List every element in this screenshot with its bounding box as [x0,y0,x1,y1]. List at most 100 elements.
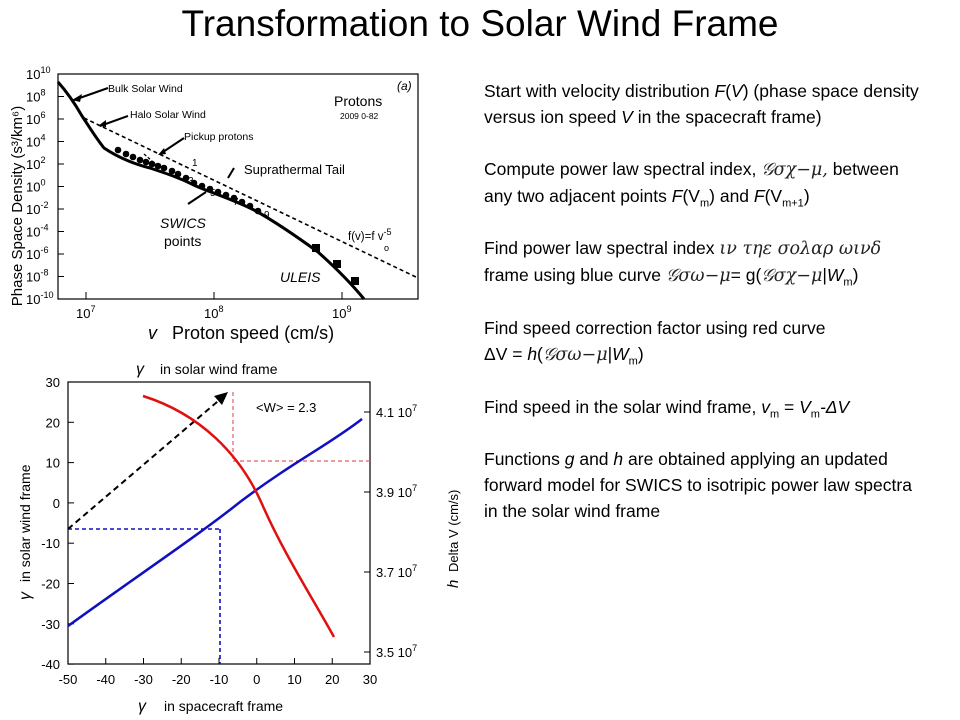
close-paren: ) [803,186,810,206]
top-y-tick-label-exp: 6 [40,110,45,120]
h-symbol: h [613,449,624,469]
bottom-plot-left-label: in solar wind frame [17,464,33,582]
equals: = [779,397,800,417]
top-x-tick-label-exp: 9 [346,304,351,314]
point-number: 5 [210,188,216,199]
step-speed: Find speed in the solar wind frame, v m =… [484,394,930,420]
top-y-tick-label-exp: -8 [40,268,48,278]
paren: ( [725,81,732,101]
top-y-tick-label-exp: 8 [40,88,45,98]
bar: | [822,265,827,285]
right-tick-label-base: 3.7 10 [376,565,412,580]
bottom-tick-label: 10 [287,672,301,687]
step-start: Start with velocity distribution F(V) (p… [484,78,930,130]
sub-m: m [628,355,638,368]
sub-m: m [699,197,710,210]
legend-sub: 2009 0-82 [340,111,379,121]
F-symbol-2: F [753,186,765,206]
label-bulk-solar-wind: Bulk Solar Wind [108,83,183,95]
point-number: 7 [233,197,239,208]
bottom-tick-label: -50 [59,672,78,687]
gamma-sw-symbol: 𝒢σω−μ [665,266,731,286]
sub-m: m [810,408,820,421]
right-tick-label-exp: 7 [412,643,417,653]
power-law-text: f(v)=f v [348,231,384,243]
top-y-tick-label-base: 10 [26,292,40,307]
top-y-tick-label-base: 10 [26,180,40,195]
point-numbers: 1 3 5 7 9 [188,158,270,221]
top-y-tick-label-exp: 10 [40,65,50,75]
bottom-tick-label: -20 [172,672,191,687]
top-y-tick-label-exp: 0 [40,178,45,188]
label-swics-2: points [164,233,201,249]
top-x-tick-label-base: 10 [204,306,218,321]
top-plot-ylabel: Phase Space Density (s³/km⁶) [9,106,26,306]
power-law-exp: -5 [383,227,391,237]
power-law-sub: o [384,243,389,253]
sub-m-plus-1: m+1 [782,197,804,210]
close-paren: ) [637,344,644,364]
top-y-tick-label-base: 10 [26,270,40,285]
top-y-tick-label: 1010 [26,65,51,82]
top-y-tick-label: 108 [26,88,46,105]
step-compute-text-2: between any two adjacent points [484,159,899,206]
gamma-sc-symbol-2: 𝒢σχ−μ [761,266,823,286]
top-y-tick-label-exp: -6 [40,245,48,255]
top-x-tick-label-base: 10 [332,306,346,321]
right-tick-label-exp: 7 [412,563,417,573]
step-start-text: Start with velocity distribution [484,81,715,101]
bottom-tick-label: 20 [325,672,339,687]
V-symbol-2: V [621,107,633,127]
step-correction-text: Find speed correction factor using red c… [484,318,826,338]
swics-points [114,146,262,215]
red-curve [142,394,336,638]
open-paren: ( [537,344,543,364]
equals-g: = g( [730,265,762,285]
step-speed-text: Find speed in the solar wind frame, [484,397,762,417]
bar: | [607,344,613,364]
top-y-tick-label-base: 10 [26,135,40,150]
top-plot-x-ticks: 107 108 109 [76,292,352,321]
left-tick-label: 0 [53,496,60,511]
bottom-tick-label: 0 [253,672,260,687]
right-tick-label-exp: 7 [412,483,417,493]
bottom-plot-top-gamma: γ [136,361,145,378]
left-tick-label: -30 [41,617,60,632]
minus-delta-v: -ΔV [819,397,850,417]
bottom-plot-bottom-gamma: γ [138,698,147,715]
top-y-tick-label-exp: 2 [40,155,45,165]
top-x-tick-label-exp: 8 [218,304,223,314]
step-find-text-2: frame using blue curve [484,265,666,285]
top-y-tick-label: 10-10 [26,290,54,307]
top-y-tick-label-exp: -2 [40,200,48,210]
left-tick-label: 20 [46,415,60,430]
gamma-sw-symbol-2: 𝒢σω−μ [542,345,608,365]
bottom-plot-bottom-label: in spacecraft frame [164,698,283,714]
point-number: 3 [188,176,194,187]
top-x-tick-label: 109 [332,304,352,321]
right-tick-label-base: 4.1 10 [376,405,412,420]
top-y-tick-label-base: 10 [26,90,40,105]
label-halo-solar-wind: Halo Solar Wind [130,109,206,121]
step-compute-text: Compute power law spectral index, [484,159,762,179]
bottom-plot-right-h: h [445,580,462,588]
slide-title: Transformation to Solar Wind Frame [181,3,779,44]
bottom-plot-left-ticks: 30 20 10 0 -10 -20 -30 -40 [41,375,74,672]
v-symbol: v [761,397,770,417]
label-power-law: f(v)=f v-5 [348,227,391,243]
bottom-tick-label: -10 [210,672,229,687]
label-uleis: ULEIS [280,269,321,285]
W-symbol: W [826,265,844,285]
V-symbol: V [731,81,743,101]
step-compute-index: Compute power law spectral index, 𝒢σχ−μ,… [484,156,930,209]
label-pickup-protons: Pickup protons [184,131,253,143]
bottom-plot-left-gamma: γ [17,591,34,600]
top-plot-xlabel-v: v [148,323,158,343]
top-y-tick-label: 102 [26,155,46,172]
and-text: ) and [709,186,754,206]
bottom-tick-label: 30 [363,672,377,687]
step-correction: Find speed correction factor using red c… [484,315,930,368]
top-y-tick-label-base: 10 [26,225,40,240]
phase-space-density-plot: Phase Space Density (s³/km⁶) 10101081061… [9,65,419,343]
bottom-tick-label: -40 [96,672,115,687]
